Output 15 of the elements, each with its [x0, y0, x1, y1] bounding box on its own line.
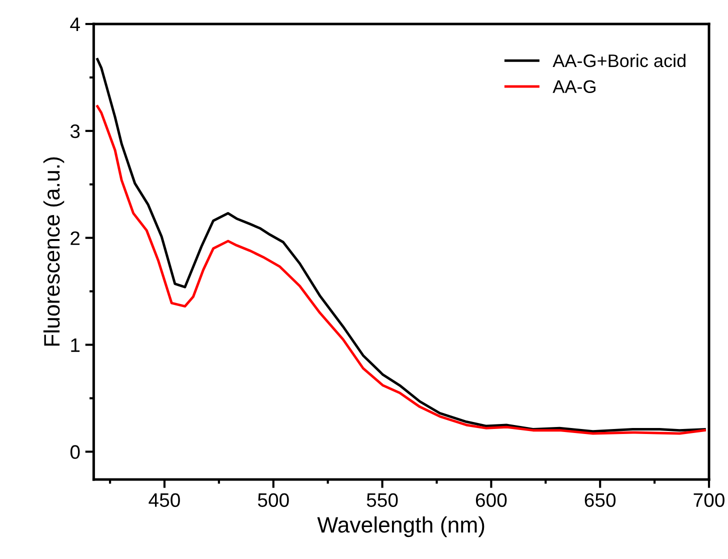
y-tick-label: 2	[70, 231, 80, 245]
x-tick-label: 600	[476, 493, 507, 507]
y-axis-title: Fluorescence (a.u.)	[43, 157, 64, 346]
x-axis-title: Wavelength (nm)	[317, 516, 484, 538]
legend-label: AA-G+Boric acid	[552, 54, 686, 68]
x-tick-label: 650	[584, 493, 616, 507]
x-tick-label: 500	[258, 493, 289, 507]
legend-label: AA-G	[552, 80, 596, 94]
x-tick-label: 450	[148, 493, 180, 507]
x-tick-label: 550	[366, 493, 398, 507]
x-tick-label: 700	[694, 493, 724, 507]
y-tick-label: 0	[70, 445, 80, 459]
y-tick-label: 4	[70, 18, 80, 32]
y-tick-label: 1	[71, 338, 80, 352]
y-tick-label: 3	[70, 124, 80, 138]
